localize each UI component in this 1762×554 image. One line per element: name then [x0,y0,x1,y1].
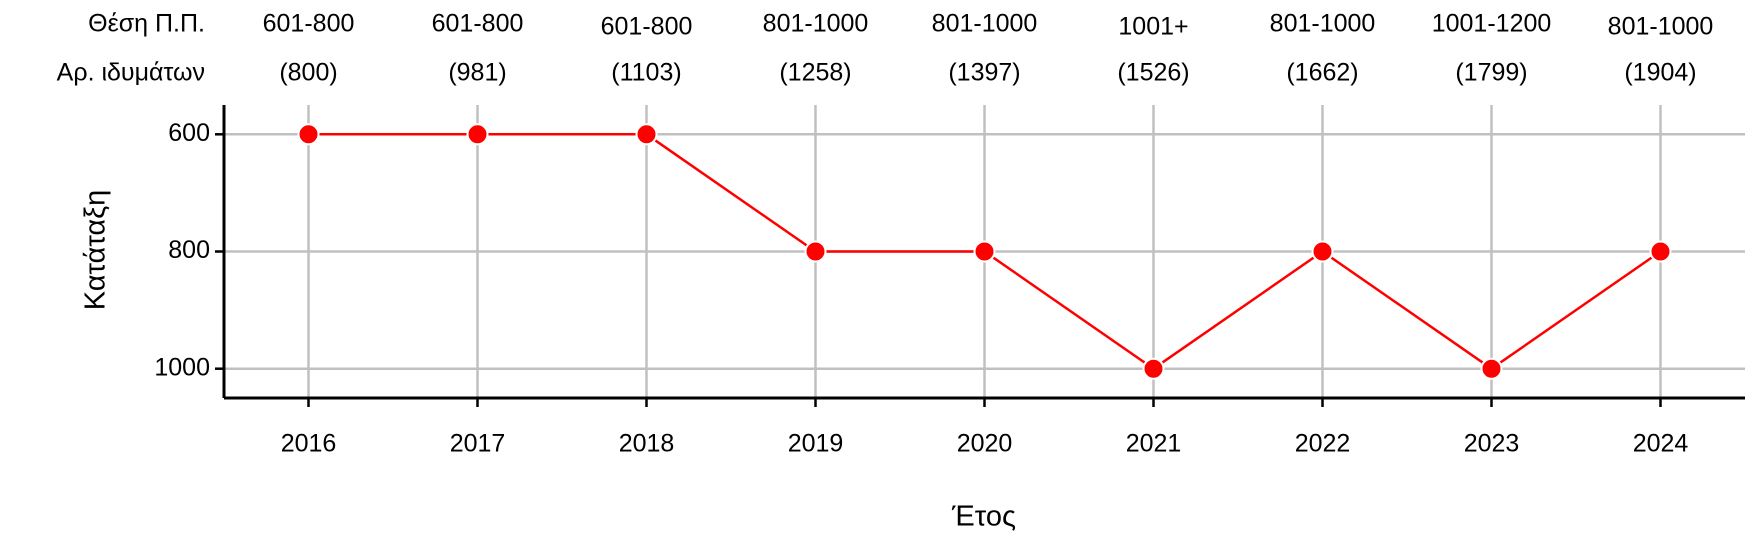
marker [973,240,996,263]
annotation: (800) [279,59,337,87]
x-tick-label: 2022 [1295,430,1351,458]
marker [1311,240,1334,263]
marker [466,123,489,146]
marker [804,240,827,263]
annotation: 801-1000 [932,10,1038,38]
annotation: 1001-1200 [1432,10,1552,38]
marker [1142,357,1165,380]
y-tick-label: 1000 [154,353,210,381]
annotation: 601-800 [263,10,355,38]
annotation: (1799) [1455,59,1527,87]
annotation: 601-800 [432,10,524,38]
x-tick-label: 2021 [1126,430,1182,458]
marker [635,123,658,146]
x-tick-label: 2020 [957,430,1013,458]
marker [297,123,320,146]
y-tick-label: 800 [168,236,210,264]
annotation: (1397) [948,59,1020,87]
marker [1480,357,1503,380]
annotation: 601-800 [601,13,693,41]
x-tick-label: 2024 [1633,430,1689,458]
annotation-row-label: Αρ. ιδυμάτων [57,59,205,87]
x-axis-label: Έτος [951,501,1016,533]
x-tick-label: 2016 [281,430,337,458]
annotation: (1526) [1117,59,1189,87]
annotation: 801-1000 [1608,13,1714,41]
annotation: (981) [448,59,506,87]
annotation-row-label: Θέση Π.Π. [88,10,205,38]
x-tick-label: 2017 [450,430,506,458]
annotation: (1103) [611,59,681,87]
annotation: 1001+ [1118,13,1188,41]
x-tick-label: 2019 [788,430,844,458]
annotation: (1662) [1286,59,1358,87]
annotation: (1904) [1624,59,1696,87]
annotation: (1258) [779,59,851,87]
marker [1649,240,1672,263]
annotation: 801-1000 [763,10,869,38]
x-tick-label: 2023 [1464,430,1520,458]
annotation: 801-1000 [1270,10,1376,38]
y-tick-label: 600 [168,119,210,147]
y-axis-label: Κατάταξη [80,190,112,311]
x-tick-label: 2018 [619,430,675,458]
